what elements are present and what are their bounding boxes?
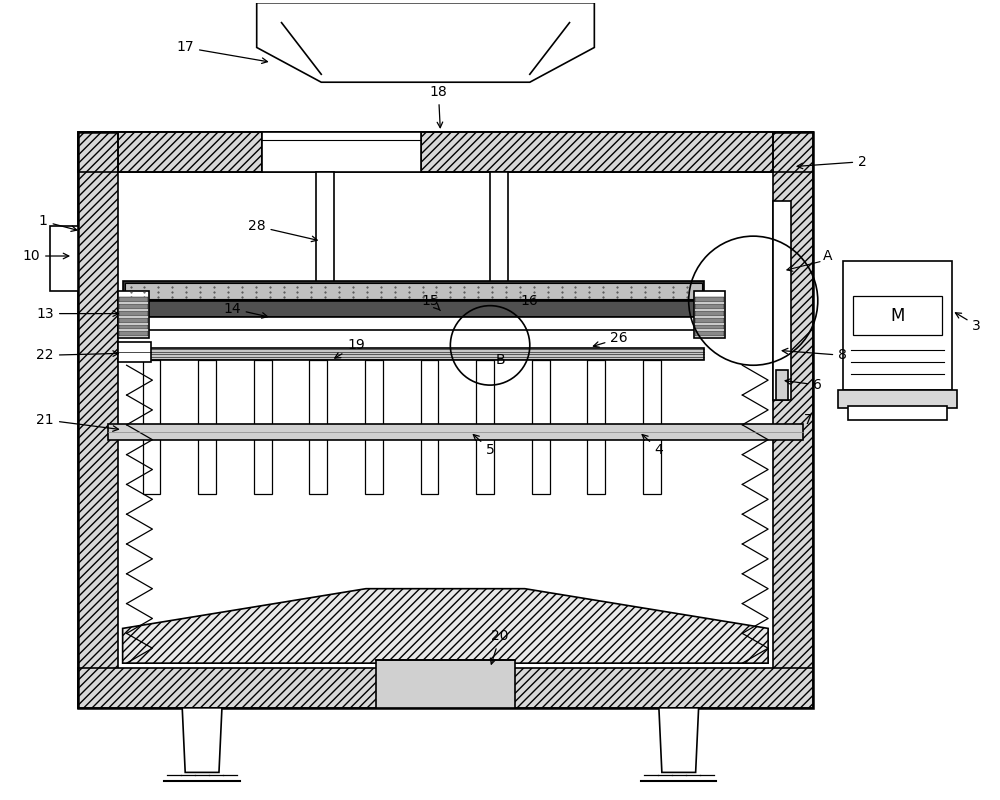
Bar — [694, 290, 725, 338]
Bar — [119, 318, 148, 322]
Bar — [254, 360, 272, 494]
Text: 22: 22 — [36, 348, 118, 362]
Bar — [695, 297, 724, 302]
Bar — [490, 171, 508, 310]
Text: 20: 20 — [490, 630, 509, 664]
Bar — [118, 290, 149, 338]
Bar — [119, 331, 148, 337]
Text: 2: 2 — [797, 154, 867, 169]
Text: 18: 18 — [430, 85, 447, 128]
Polygon shape — [182, 708, 222, 772]
Bar — [119, 325, 148, 330]
Text: 17: 17 — [176, 41, 267, 63]
Text: B: B — [495, 354, 505, 367]
Bar — [643, 360, 661, 494]
Bar — [695, 331, 724, 337]
Bar — [843, 261, 952, 390]
Text: 21: 21 — [36, 413, 118, 431]
Bar — [532, 360, 550, 494]
Bar — [838, 390, 957, 408]
Text: 14: 14 — [223, 302, 268, 318]
Bar — [476, 360, 494, 494]
Bar — [695, 304, 724, 309]
Text: 13: 13 — [36, 306, 118, 321]
Text: 6: 6 — [785, 378, 822, 392]
Bar — [198, 360, 216, 494]
Text: 10: 10 — [22, 249, 69, 263]
Bar — [776, 370, 788, 400]
Text: 4: 4 — [642, 434, 663, 457]
Text: 5: 5 — [473, 434, 494, 457]
Bar — [78, 132, 813, 171]
Bar — [365, 360, 383, 494]
Text: A: A — [823, 249, 832, 263]
Bar — [125, 283, 702, 298]
Bar — [50, 226, 78, 290]
Bar — [119, 297, 148, 302]
Text: 1: 1 — [39, 214, 77, 231]
Text: 8: 8 — [782, 348, 847, 362]
Bar — [119, 304, 148, 309]
Bar — [123, 348, 704, 360]
Text: 3: 3 — [955, 313, 981, 333]
Text: 28: 28 — [248, 219, 317, 242]
Text: M: M — [890, 306, 904, 325]
Bar — [421, 132, 773, 171]
Text: 15: 15 — [422, 294, 440, 310]
Bar — [119, 310, 148, 315]
Bar — [773, 202, 791, 400]
Bar — [376, 660, 515, 708]
Bar — [587, 360, 605, 494]
Bar — [848, 406, 947, 420]
Polygon shape — [123, 589, 768, 663]
Bar — [118, 132, 262, 171]
Polygon shape — [257, 2, 594, 82]
Bar — [108, 424, 803, 440]
Bar — [118, 342, 151, 362]
Bar — [421, 132, 773, 171]
Text: 26: 26 — [593, 331, 628, 347]
Bar — [695, 318, 724, 322]
Bar — [143, 360, 160, 494]
Bar — [262, 132, 421, 171]
Bar — [773, 132, 813, 708]
Bar — [123, 301, 704, 317]
Bar — [123, 317, 704, 330]
Text: 16: 16 — [521, 294, 539, 308]
Bar — [853, 296, 942, 335]
Text: 19: 19 — [335, 338, 365, 358]
Bar — [118, 132, 262, 171]
Bar — [78, 132, 813, 708]
Bar — [123, 281, 704, 301]
Bar — [78, 668, 813, 708]
Bar — [695, 310, 724, 315]
Polygon shape — [659, 708, 699, 772]
Bar — [316, 171, 334, 310]
Bar — [421, 360, 438, 494]
Text: 7: 7 — [803, 413, 812, 427]
Bar — [78, 132, 118, 708]
Bar — [695, 325, 724, 330]
Bar — [309, 360, 327, 494]
